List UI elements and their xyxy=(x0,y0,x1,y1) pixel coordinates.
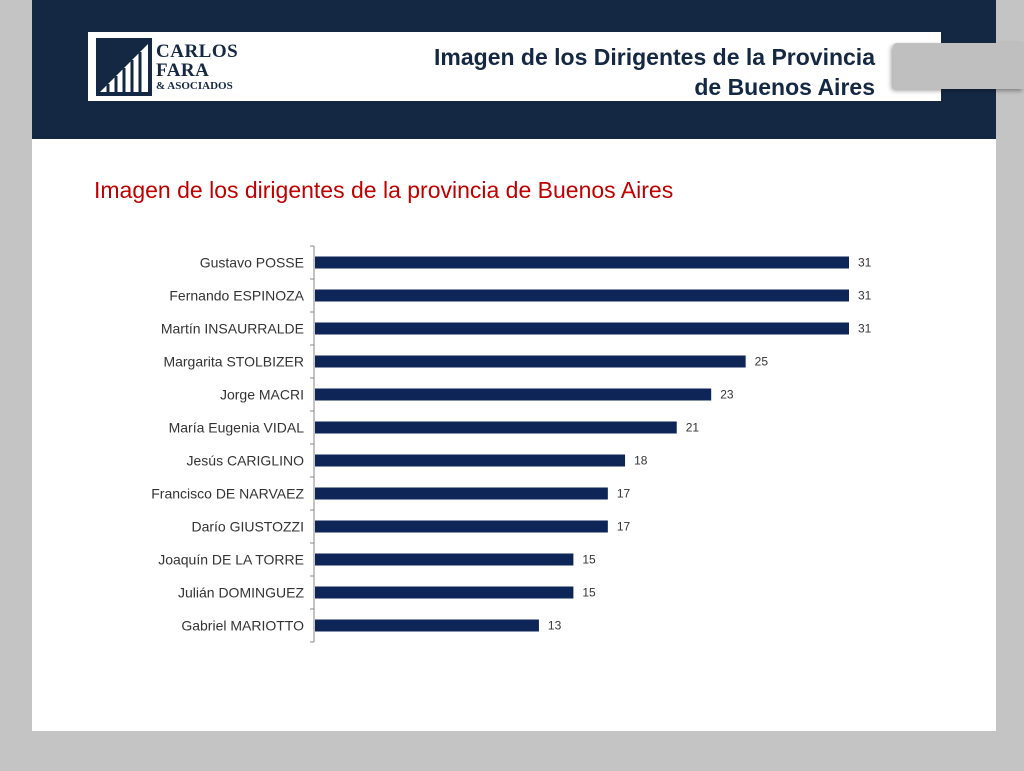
bar xyxy=(315,619,539,632)
bar xyxy=(315,256,849,269)
data-label: 17 xyxy=(617,487,631,501)
data-label: 17 xyxy=(617,520,631,534)
data-label: 31 xyxy=(858,289,872,303)
bar xyxy=(315,553,574,566)
data-label: 23 xyxy=(720,388,734,402)
data-label: 15 xyxy=(582,553,596,567)
category-label: Gabriel MARIOTTO xyxy=(181,618,304,634)
slide: CARLOS FARA & ASOCIADOS Imagen de los Di… xyxy=(32,0,996,731)
logo-text-line3: & ASOCIADOS xyxy=(156,80,233,92)
logo-text-line2: FARA xyxy=(156,60,210,81)
category-label: Jesús CARIGLINO xyxy=(187,453,305,469)
logo-mark-icon xyxy=(96,38,152,96)
category-label: Margarita STOLBIZER xyxy=(163,354,304,370)
bar xyxy=(315,487,608,500)
category-label: Darío GIUSTOZZI xyxy=(191,519,304,535)
data-label: 21 xyxy=(686,421,700,435)
category-label: Martín INSAURRALDE xyxy=(161,321,304,337)
header-title-line2: de Buenos Aires xyxy=(694,74,875,100)
chart-subtitle: Imagen de los dirigentes de la provincia… xyxy=(94,177,674,203)
data-label: 31 xyxy=(858,322,872,336)
bar xyxy=(315,289,849,302)
bar xyxy=(315,454,626,467)
data-label: 18 xyxy=(634,454,648,468)
data-label: 31 xyxy=(858,256,872,270)
bar xyxy=(315,586,574,599)
data-label: 13 xyxy=(548,619,562,633)
header-side-tab xyxy=(893,43,1024,89)
logo-text-line1: CARLOS xyxy=(156,41,239,62)
category-label: Julián DOMINGUEZ xyxy=(178,585,304,601)
header-title-line1: Imagen de los Dirigentes de la Provincia xyxy=(434,44,875,70)
bar xyxy=(315,421,677,434)
category-label: María Eugenia VIDAL xyxy=(169,420,305,436)
bar xyxy=(315,322,849,335)
header-box: CARLOS FARA & ASOCIADOS Imagen de los Di… xyxy=(88,32,941,101)
category-label: Gustavo POSSE xyxy=(200,255,304,271)
header-band: CARLOS FARA & ASOCIADOS Imagen de los Di… xyxy=(32,0,996,139)
category-label: Jorge MACRI xyxy=(220,387,304,403)
data-label: 15 xyxy=(582,586,596,600)
logo: CARLOS FARA & ASOCIADOS xyxy=(96,38,256,96)
category-label: Fernando ESPINOZA xyxy=(169,288,304,304)
bar xyxy=(315,355,746,368)
data-label: 25 xyxy=(755,355,769,369)
header-title: Imagen de los Dirigentes de la Provincia… xyxy=(315,42,875,102)
bar xyxy=(315,388,712,401)
category-label: Joaquín DE LA TORRE xyxy=(158,552,304,568)
bar xyxy=(315,520,608,533)
category-label: Francisco DE NARVAEZ xyxy=(151,486,304,502)
